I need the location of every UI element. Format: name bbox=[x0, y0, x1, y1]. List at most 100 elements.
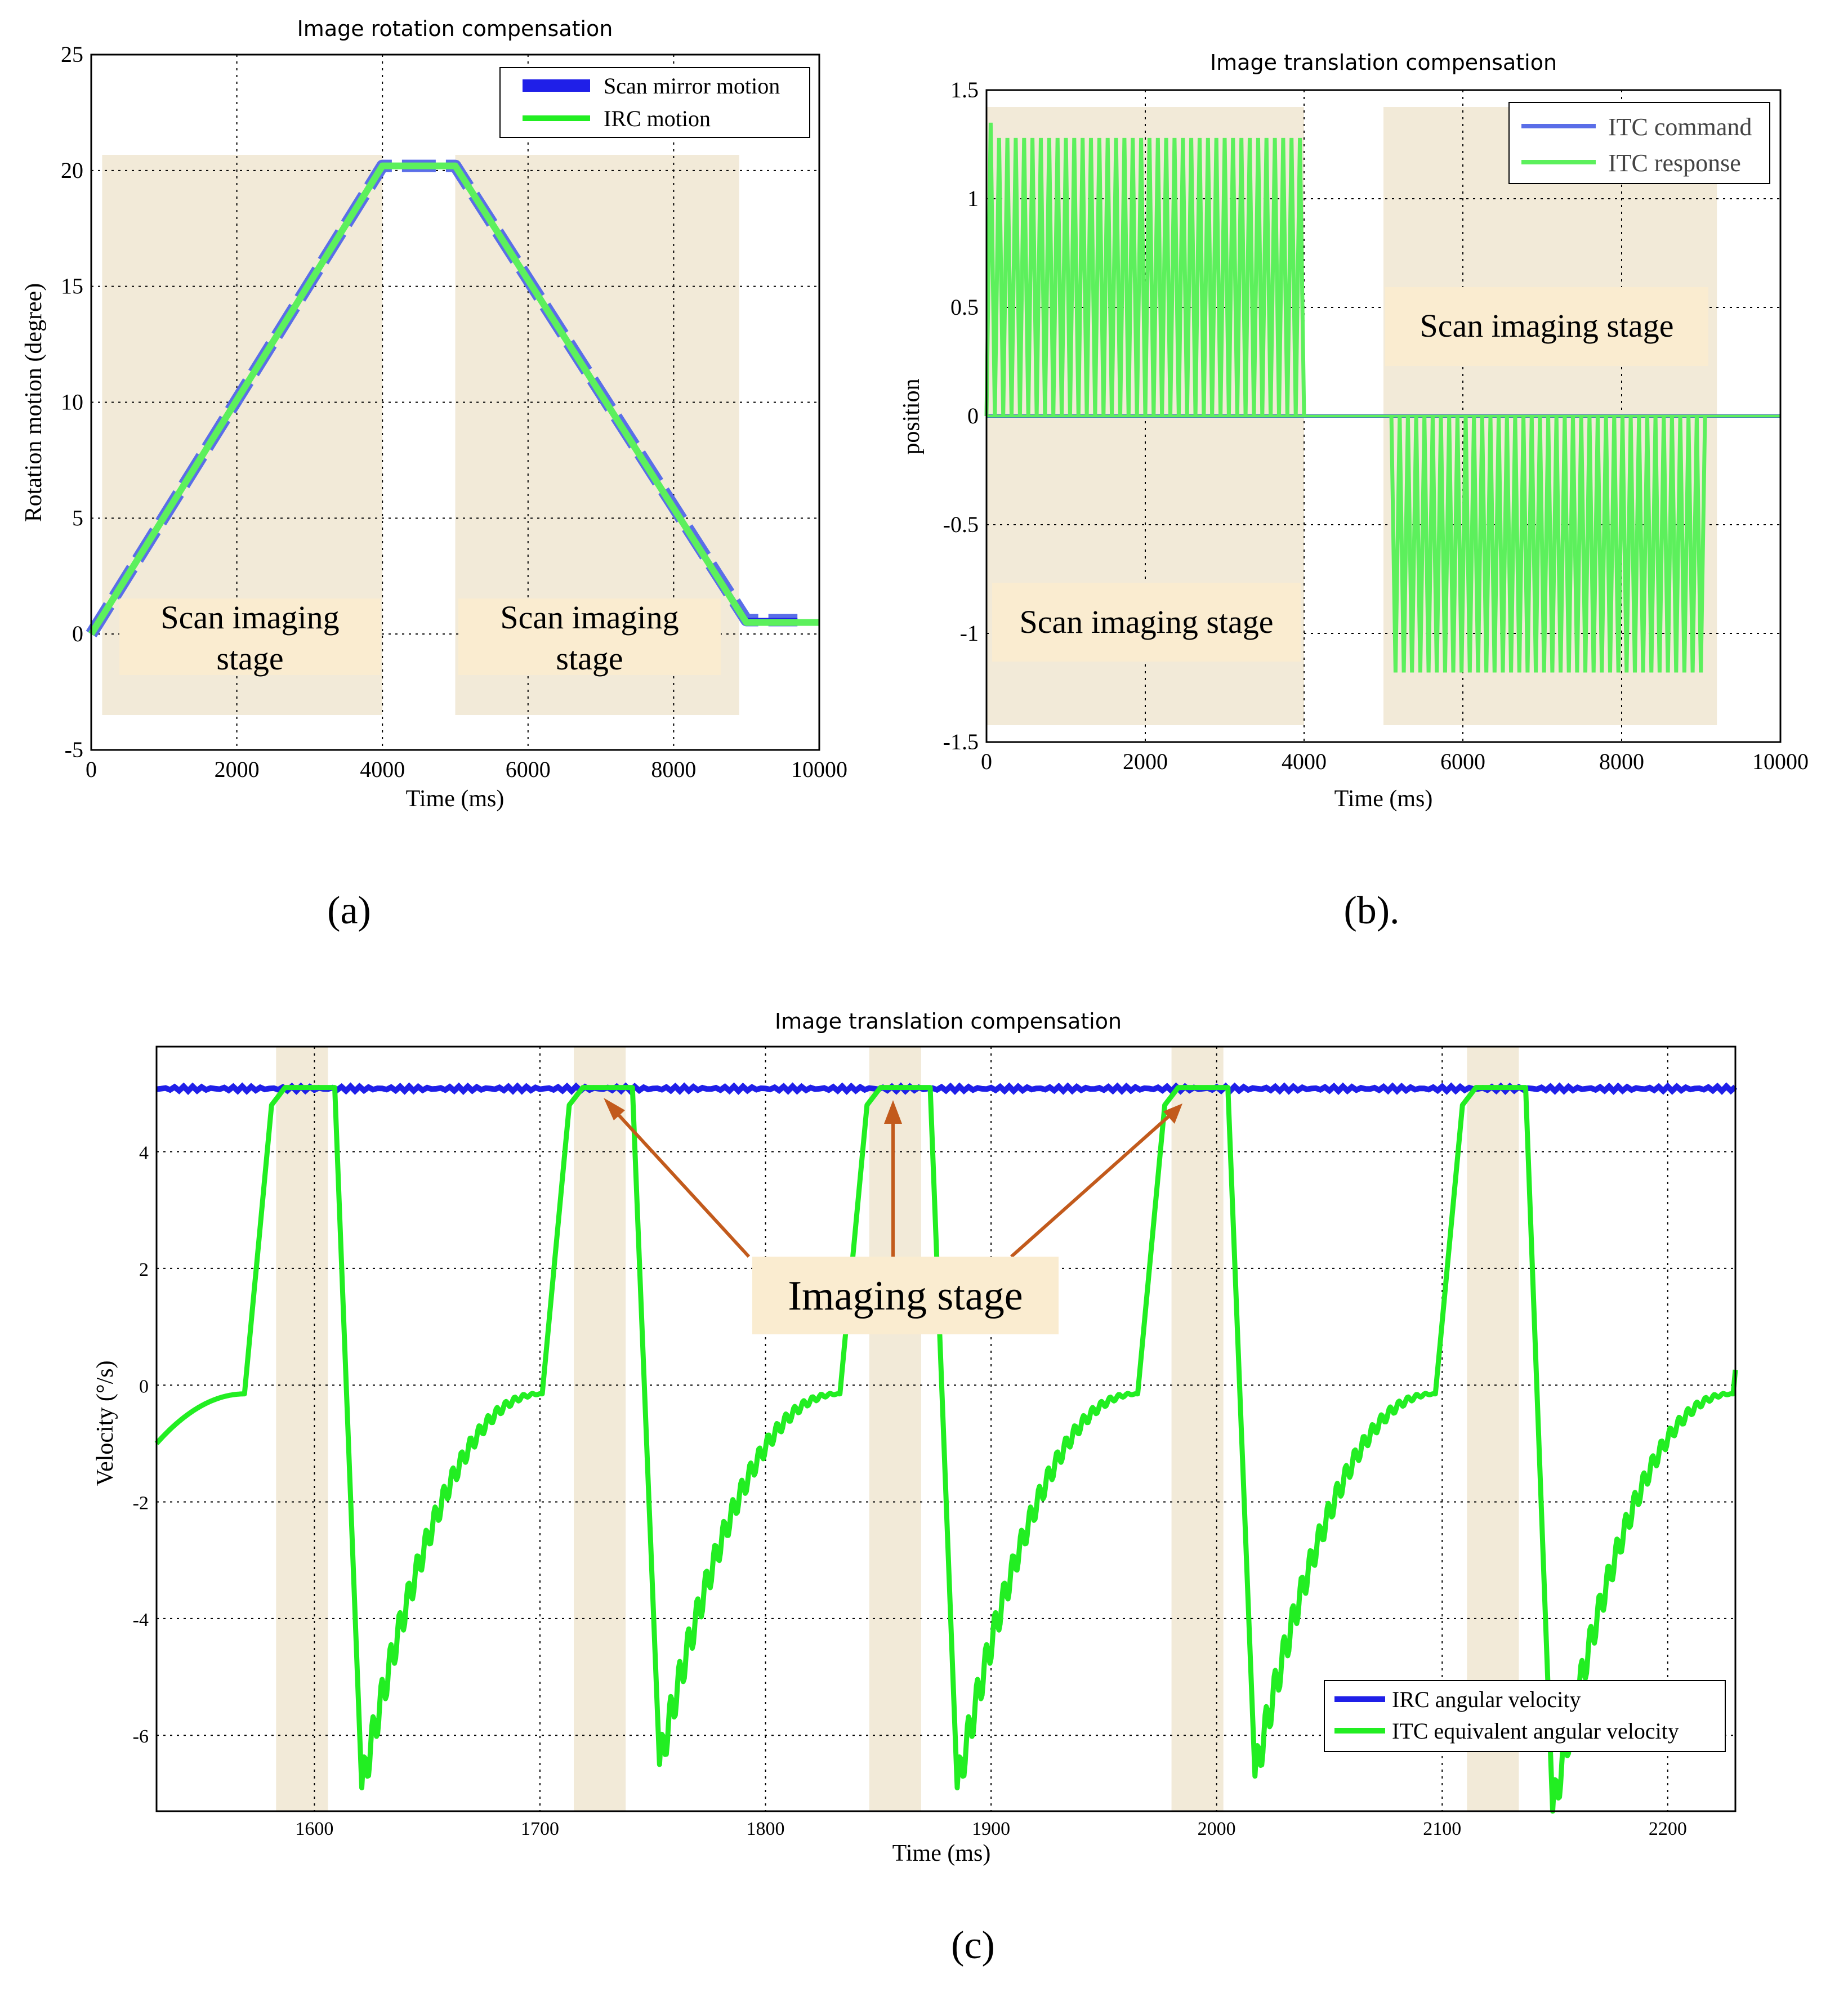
chart-a-ytick-label: -5 bbox=[65, 737, 83, 762]
chart-c-arrowhead-2 bbox=[884, 1100, 902, 1124]
chart-b-legend-label-response: ITC response bbox=[1608, 149, 1741, 177]
chart-b-ytick-label: -0.5 bbox=[943, 512, 979, 537]
chart-b-ytick-label: 0.5 bbox=[950, 294, 979, 320]
chart-c-series-itc bbox=[154, 1085, 1738, 1814]
chart-b-ylabel: position bbox=[899, 378, 925, 454]
chart-b-xtick-label: 0 bbox=[981, 749, 992, 774]
chart-a-series-irc bbox=[88, 162, 819, 636]
chart-b-legend-box bbox=[1508, 102, 1770, 184]
chart-c-xtick-label: 2000 bbox=[1198, 1819, 1236, 1839]
chart-a-legend: Scan mirror motion IRC motion bbox=[499, 67, 810, 138]
chart-c-shaded-region bbox=[869, 1047, 921, 1811]
chart-a-annotation-left-line2: stage bbox=[216, 640, 283, 677]
chart-b-annotation-right-text: Scan imaging stage bbox=[1420, 307, 1673, 344]
chart-a-annotation-right-line1: Scan imaging bbox=[500, 599, 679, 636]
chart-a-xtick-label: 2000 bbox=[215, 757, 260, 782]
chart-c-arrow-1 bbox=[606, 1102, 751, 1258]
panel-label-b: (b). bbox=[1343, 889, 1399, 932]
chart-c-annotation-box bbox=[752, 1257, 1059, 1334]
chart-c-shaded-regions bbox=[276, 1047, 1519, 1811]
chart-c-ytick-label: -2 bbox=[133, 1493, 149, 1514]
chart-c-legend-label-itc: ITC equivalent angular velocity bbox=[1392, 1718, 1679, 1744]
chart-c-xtick-label: 2100 bbox=[1423, 1819, 1461, 1839]
chart-a-xtick-label: 10000 bbox=[791, 757, 847, 782]
chart-c-ylabel: Velocity (°/s) bbox=[92, 1360, 118, 1486]
chart-a-ytick-label: 10 bbox=[61, 390, 83, 415]
chart-b-annotation-left-text: Scan imaging stage bbox=[1019, 604, 1273, 640]
chart-c-legend-box bbox=[1324, 1680, 1726, 1752]
chart-a-legend-box bbox=[499, 67, 810, 138]
chart-c-shaded-region bbox=[574, 1047, 626, 1811]
chart-a-annotation-right-line2: stage bbox=[556, 640, 623, 677]
chart-c-ytick-label: -4 bbox=[133, 1610, 149, 1630]
chart-a-title: Image rotation compensation bbox=[297, 16, 613, 41]
chart-a-ytick-label: 20 bbox=[61, 158, 83, 183]
chart-b-xtick-label: 10000 bbox=[1752, 749, 1809, 774]
chart-a-annotation-left-line1: Scan imaging bbox=[160, 599, 339, 636]
chart-b-tick-labels: 0 2000 4000 6000 8000 10000 -1.5 -1 -0.5 0 0.5 1 1.5 bbox=[943, 77, 1809, 774]
chart-a-ytick-label: 0 bbox=[72, 621, 83, 646]
chart-c-legend-label-irc: IRC angular velocity bbox=[1392, 1687, 1581, 1712]
chart-a-series-lines bbox=[86, 159, 819, 638]
chart-c: 1600 1700 1800 1900 2000 2100 2200 -6 -4 -2 0 2 4 Im… bbox=[92, 1009, 1738, 1866]
chart-b-legend-label-command: ITC command bbox=[1608, 113, 1752, 141]
chart-b: 0 2000 4000 6000 8000 10000 -1.5 -1 -0.5 0 0.5 1 1.5… bbox=[899, 50, 1809, 812]
chart-c-ytick-label: -6 bbox=[133, 1726, 149, 1747]
chart-a-xtick-label: 6000 bbox=[506, 757, 551, 782]
chart-b-annotation-right-box bbox=[1385, 287, 1708, 366]
chart-a-legend-label-irc: IRC motion bbox=[604, 106, 711, 131]
chart-b-xtick-label: 8000 bbox=[1599, 749, 1644, 774]
chart-b-ytick-label: 0 bbox=[967, 403, 979, 428]
chart-c-arrow-3 bbox=[1010, 1107, 1178, 1258]
chart-b-xtick-label: 6000 bbox=[1440, 749, 1485, 774]
chart-a-xtick-label: 0 bbox=[86, 757, 97, 782]
chart-b-frame bbox=[985, 89, 1782, 743]
chart-b-xlabel: Time (ms) bbox=[1334, 786, 1433, 812]
chart-a-ytick-label: 5 bbox=[72, 505, 83, 530]
chart-c-arrowhead-3 bbox=[1163, 1103, 1182, 1124]
chart-c-shaded-region bbox=[276, 1047, 328, 1811]
chart-a-frame bbox=[90, 53, 820, 751]
chart-a-xtick-label: 8000 bbox=[651, 757, 696, 782]
chart-c-ytick-label: 2 bbox=[139, 1259, 149, 1280]
chart-a-xtick-label: 4000 bbox=[360, 757, 405, 782]
chart-b-ytick-label: -1.5 bbox=[943, 729, 979, 754]
chart-a-annotation-left: Scan imaging stage bbox=[119, 598, 381, 677]
chart-c-legend: IRC angular velocity ITC equivalent angu… bbox=[1324, 1680, 1726, 1752]
chart-a-legend-label-scan-mirror: Scan mirror motion bbox=[604, 73, 780, 99]
chart-c-frame bbox=[155, 1046, 1737, 1812]
chart-b-ytick-label: 1 bbox=[967, 186, 979, 211]
chart-b-annotation-right: Scan imaging stage bbox=[1385, 287, 1708, 366]
chart-c-title: Image translation compensation bbox=[775, 1009, 1122, 1034]
chart-a-ylabel: Rotation motion (degree) bbox=[21, 283, 47, 522]
chart-a-ytick-label: 25 bbox=[61, 42, 83, 67]
panel-label-c: (c) bbox=[951, 1924, 995, 1967]
chart-c-arrowhead-1 bbox=[604, 1098, 625, 1120]
chart-c-xtick-label: 1800 bbox=[747, 1819, 785, 1839]
chart-c-ytick-label: 0 bbox=[139, 1376, 149, 1397]
chart-c-xtick-label: 1600 bbox=[295, 1819, 333, 1839]
chart-b-xtick-label: 2000 bbox=[1123, 749, 1168, 774]
chart-b-annotation-left-box bbox=[992, 583, 1301, 662]
chart-c-annotation-text: Imaging stage bbox=[788, 1273, 1023, 1319]
chart-a-xlabel: Time (ms) bbox=[406, 786, 505, 812]
chart-c-tick-labels: 1600 1700 1800 1900 2000 2100 2200 -6 -4 -2 0 2 4 bbox=[133, 1143, 1687, 1839]
chart-c-annotation: Imaging stage bbox=[604, 1098, 1182, 1334]
chart-c-ytick-label: 4 bbox=[139, 1143, 149, 1164]
chart-a-ytick-label: 15 bbox=[61, 274, 83, 299]
chart-b-ytick-label: 1.5 bbox=[950, 77, 979, 102]
chart-b-title: Image translation compensation bbox=[1210, 50, 1557, 75]
chart-c-xlabel: Time (ms) bbox=[892, 1840, 991, 1866]
chart-b-legend: ITC command ITC response bbox=[1508, 102, 1770, 184]
chart-c-xtick-label: 1700 bbox=[521, 1819, 559, 1839]
chart-a-annotation-left-box bbox=[119, 598, 381, 675]
chart-b-annotation-left: Scan imaging stage bbox=[992, 583, 1301, 662]
chart-c-xtick-label: 1900 bbox=[972, 1819, 1010, 1839]
chart-c-series-lines bbox=[154, 1082, 1738, 1814]
chart-c-shaded-region bbox=[1171, 1047, 1224, 1811]
chart-a-annotation-right: Scan imaging stage bbox=[458, 598, 721, 677]
chart-b-series-lines bbox=[984, 122, 1780, 673]
